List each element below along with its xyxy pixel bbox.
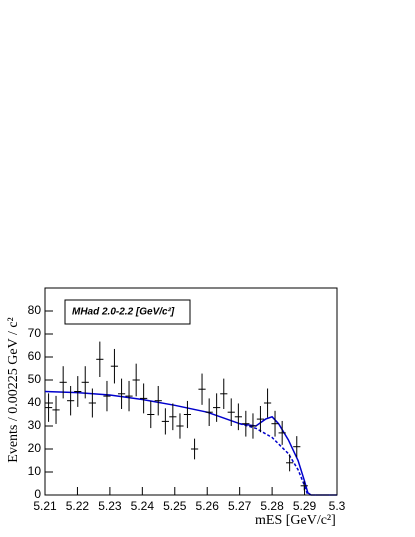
x-tick-label: 5.23: [98, 499, 122, 513]
annotation: MHad 2.0-2.2 [GeV/c²]: [72, 307, 175, 318]
x-tick-label: 5.24: [131, 499, 155, 513]
y-axis-label: Events / 0.00225 GeV / c²: [6, 317, 21, 462]
x-tick-label: 5.26: [196, 499, 220, 513]
x-tick-label: 5.25: [163, 499, 187, 513]
y-tick-label: 0: [34, 487, 41, 501]
x-tick-label: 5.28: [260, 499, 284, 513]
y-tick-label: 70: [28, 326, 42, 340]
annotation-box: [64, 299, 191, 325]
y-tick-label: 50: [28, 372, 42, 386]
fit-curve: [44, 390, 337, 496]
y-tick-label: 80: [28, 303, 42, 317]
x-axis-label: mES [GeV/c²]: [255, 513, 336, 528]
x-tick-label: 5.22: [66, 499, 90, 513]
y-tick-label: 60: [28, 349, 42, 363]
background-curve: [239, 422, 309, 496]
y-tick-label: 30: [28, 418, 42, 432]
y-tick-label: 40: [28, 395, 42, 409]
y-tick-label: 20: [28, 441, 42, 455]
x-tick-label: 5.21: [33, 499, 57, 513]
x-tick-label: 5.29: [293, 499, 317, 513]
y-tick-label: 10: [28, 464, 42, 478]
x-tick-label: 5.3: [329, 499, 346, 513]
x-tick-label: 5.27: [228, 499, 252, 513]
